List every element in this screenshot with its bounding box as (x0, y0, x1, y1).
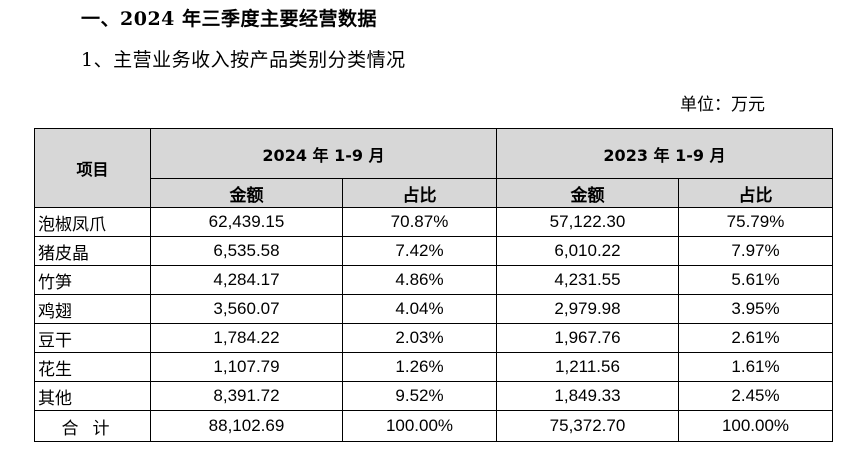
share-2024-header: 占比 (342, 178, 497, 208)
amount-2024-header: 金额 (150, 178, 343, 208)
subsection-heading: 1、主营业务收入按产品类别分类情况 (81, 49, 406, 71)
share-2023-cell: 100.00% (678, 410, 833, 442)
amount-2023-cell: 75,372.70 (496, 410, 679, 442)
amount-2023-cell: 2,979.98 (496, 294, 679, 324)
share-2024-cell: 9.52% (342, 381, 497, 411)
row-name-cell: 泡椒凤爪 (34, 207, 151, 237)
share-2024-cell: 4.04% (342, 294, 497, 324)
period-2024-header: 2024 年 1-9 月 (150, 128, 497, 179)
share-2023-cell: 1.61% (678, 352, 833, 382)
share-2024-cell: 7.42% (342, 236, 497, 266)
row-name-cell: 花生 (34, 352, 151, 382)
table-row: 花生 1,107.79 1.26% 1,211.56 1.61% (34, 352, 833, 382)
row-name-cell: 合计 (34, 410, 151, 442)
share-2023-header: 占比 (678, 178, 833, 208)
row-name-cell: 竹笋 (34, 265, 151, 295)
table-row: 竹笋 4,284.17 4.86% 4,231.55 5.61% (34, 265, 833, 295)
amount-2024-cell: 8,391.72 (150, 381, 343, 411)
amount-2023-cell: 4,231.55 (496, 265, 679, 295)
share-2023-cell: 2.61% (678, 323, 833, 353)
table-row: 豆干 1,784.22 2.03% 1,967.76 2.61% (34, 323, 833, 353)
share-2023-cell: 3.95% (678, 294, 833, 324)
amount-2024-cell: 3,560.07 (150, 294, 343, 324)
share-2024-cell: 1.26% (342, 352, 497, 382)
amount-2023-cell: 1,211.56 (496, 352, 679, 382)
item-header: 项目 (34, 128, 151, 208)
unit-label: 单位：万元 (680, 95, 765, 115)
revenue-table: 项目 2024 年 1-9 月 2023 年 1-9 月 金额 占比 金额 占比… (34, 128, 833, 442)
share-2024-cell: 4.86% (342, 265, 497, 295)
share-2023-cell: 7.97% (678, 236, 833, 266)
amount-2023-cell: 1,967.76 (496, 323, 679, 353)
amount-2023-cell: 6,010.22 (496, 236, 679, 266)
share-2023-cell: 75.79% (678, 207, 833, 237)
table-row: 猪皮晶 6,535.58 7.42% 6,010.22 7.97% (34, 236, 833, 266)
row-name-cell: 其他 (34, 381, 151, 411)
share-2024-cell: 100.00% (342, 410, 497, 442)
share-2023-cell: 2.45% (678, 381, 833, 411)
total-row: 合计 88,102.69 100.00% 75,372.70 100.00% (34, 410, 833, 442)
amount-2024-cell: 1,784.22 (150, 323, 343, 353)
table-row: 泡椒凤爪 62,439.15 70.87% 57,122.30 75.79% (34, 207, 833, 237)
share-2024-cell: 2.03% (342, 323, 497, 353)
row-name-cell: 豆干 (34, 323, 151, 353)
table-body: 泡椒凤爪 62,439.15 70.87% 57,122.30 75.79% 猪皮晶 6,5… (34, 207, 833, 442)
table-row: 鸡翅 3,560.07 4.04% 2,979.98 3.95% (34, 294, 833, 324)
row-name-cell: 鸡翅 (34, 294, 151, 324)
amount-2023-cell: 57,122.30 (496, 207, 679, 237)
share-2023-cell: 5.61% (678, 265, 833, 295)
row-name-cell: 猪皮晶 (34, 236, 151, 266)
amount-2024-cell: 1,107.79 (150, 352, 343, 382)
section-heading: 一、2024 年三季度主要经营数据 (81, 8, 377, 30)
amount-2024-cell: 6,535.58 (150, 236, 343, 266)
amount-2023-cell: 1,849.33 (496, 381, 679, 411)
amount-2024-cell: 62,439.15 (150, 207, 343, 237)
amount-2024-cell: 4,284.17 (150, 265, 343, 295)
table-row: 其他 8,391.72 9.52% 1,849.33 2.45% (34, 381, 833, 411)
share-2024-cell: 70.87% (342, 207, 497, 237)
amount-2024-cell: 88,102.69 (150, 410, 343, 442)
amount-2023-header: 金额 (496, 178, 679, 208)
period-2023-header: 2023 年 1-9 月 (496, 128, 833, 179)
